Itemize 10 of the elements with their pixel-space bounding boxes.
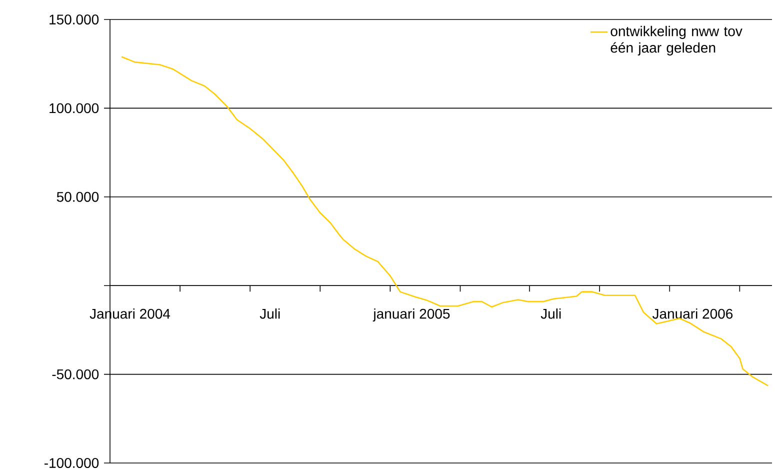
x-tick-label: Juli bbox=[540, 308, 561, 319]
y-tick-label: -100.000 bbox=[44, 458, 99, 468]
y-tick-label: 150.000 bbox=[50, 14, 99, 24]
x-tick-label: januari 2005 bbox=[372, 308, 450, 322]
x-tick-label: Januari 2006 bbox=[652, 308, 733, 319]
y-tick-label: 100.000 bbox=[50, 103, 99, 114]
y-tick-label: 50.000 bbox=[56, 192, 99, 202]
legend-label: ontwikkeling nww tov één jaar geleden bbox=[610, 26, 742, 56]
y-tick-label: -50.000 bbox=[52, 369, 99, 380]
x-tick-label: Juli bbox=[260, 308, 280, 319]
